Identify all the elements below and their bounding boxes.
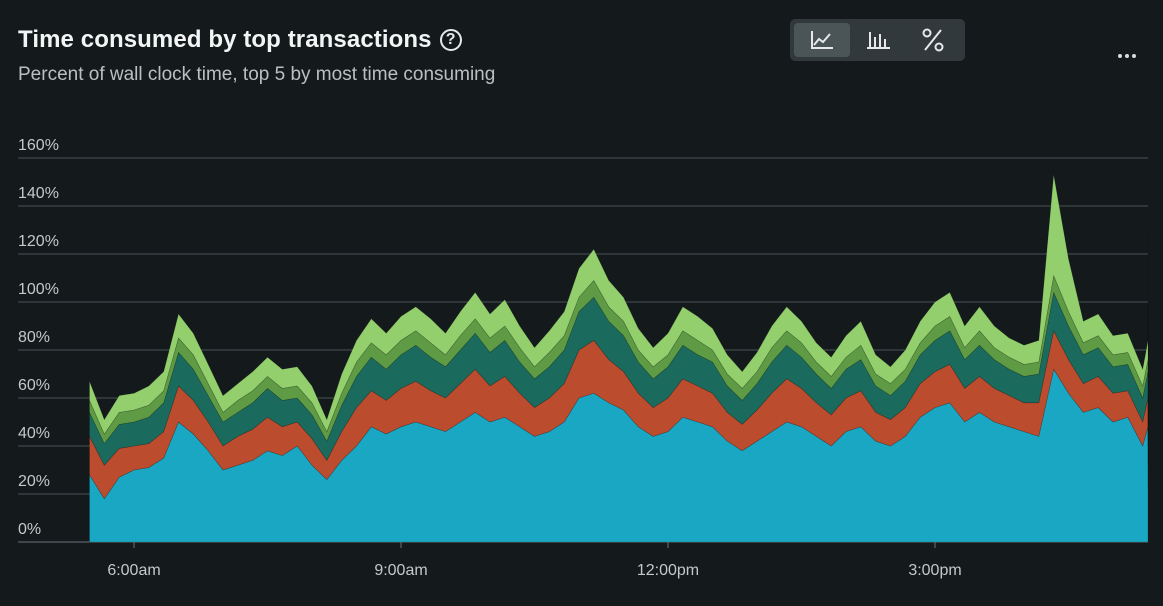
- bar-chart-icon: [866, 32, 890, 49]
- percent-button[interactable]: [905, 23, 961, 57]
- help-icon[interactable]: ?: [439, 29, 462, 51]
- chart-header: Time consumed by top transactions ?: [18, 26, 462, 54]
- area-series-5[interactable]: [89, 174, 1149, 439]
- x-tick-label: 12:00pm: [637, 562, 699, 579]
- x-tick-label: 6:00am: [107, 562, 160, 579]
- x-tick-label: 9:00am: [374, 562, 427, 579]
- y-tick-label: 120%: [18, 233, 59, 250]
- chart-type-toggle: [790, 19, 965, 61]
- area-layer: [89, 174, 1149, 543]
- chart-subtitle: Percent of wall clock time, top 5 by mos…: [18, 64, 496, 85]
- y-tick-label: 80%: [18, 329, 50, 346]
- area-chart-button[interactable]: [794, 23, 850, 57]
- percent-icon: [922, 28, 944, 52]
- chart-title: Time consumed by top transactions: [18, 26, 432, 53]
- axis-layer: 160% 140% 120% 100% 80% 60% 40% 20% 0% 6:00am 9:00…: [18, 137, 962, 579]
- y-tick-label: 40%: [18, 425, 50, 442]
- y-tick-label: 0%: [18, 521, 41, 538]
- y-tick-label: 20%: [18, 473, 50, 490]
- y-tick-label: 140%: [18, 185, 59, 202]
- y-tick-label: 100%: [18, 281, 59, 298]
- x-tick-label: 3:00pm: [908, 562, 961, 579]
- more-horizontal-icon: [1118, 54, 1136, 58]
- more-options-button[interactable]: [1112, 42, 1142, 70]
- y-tick-label: 160%: [18, 137, 59, 154]
- y-tick-label: 60%: [18, 377, 50, 394]
- bar-chart-button[interactable]: [850, 23, 906, 57]
- area-chart-icon: [810, 31, 833, 49]
